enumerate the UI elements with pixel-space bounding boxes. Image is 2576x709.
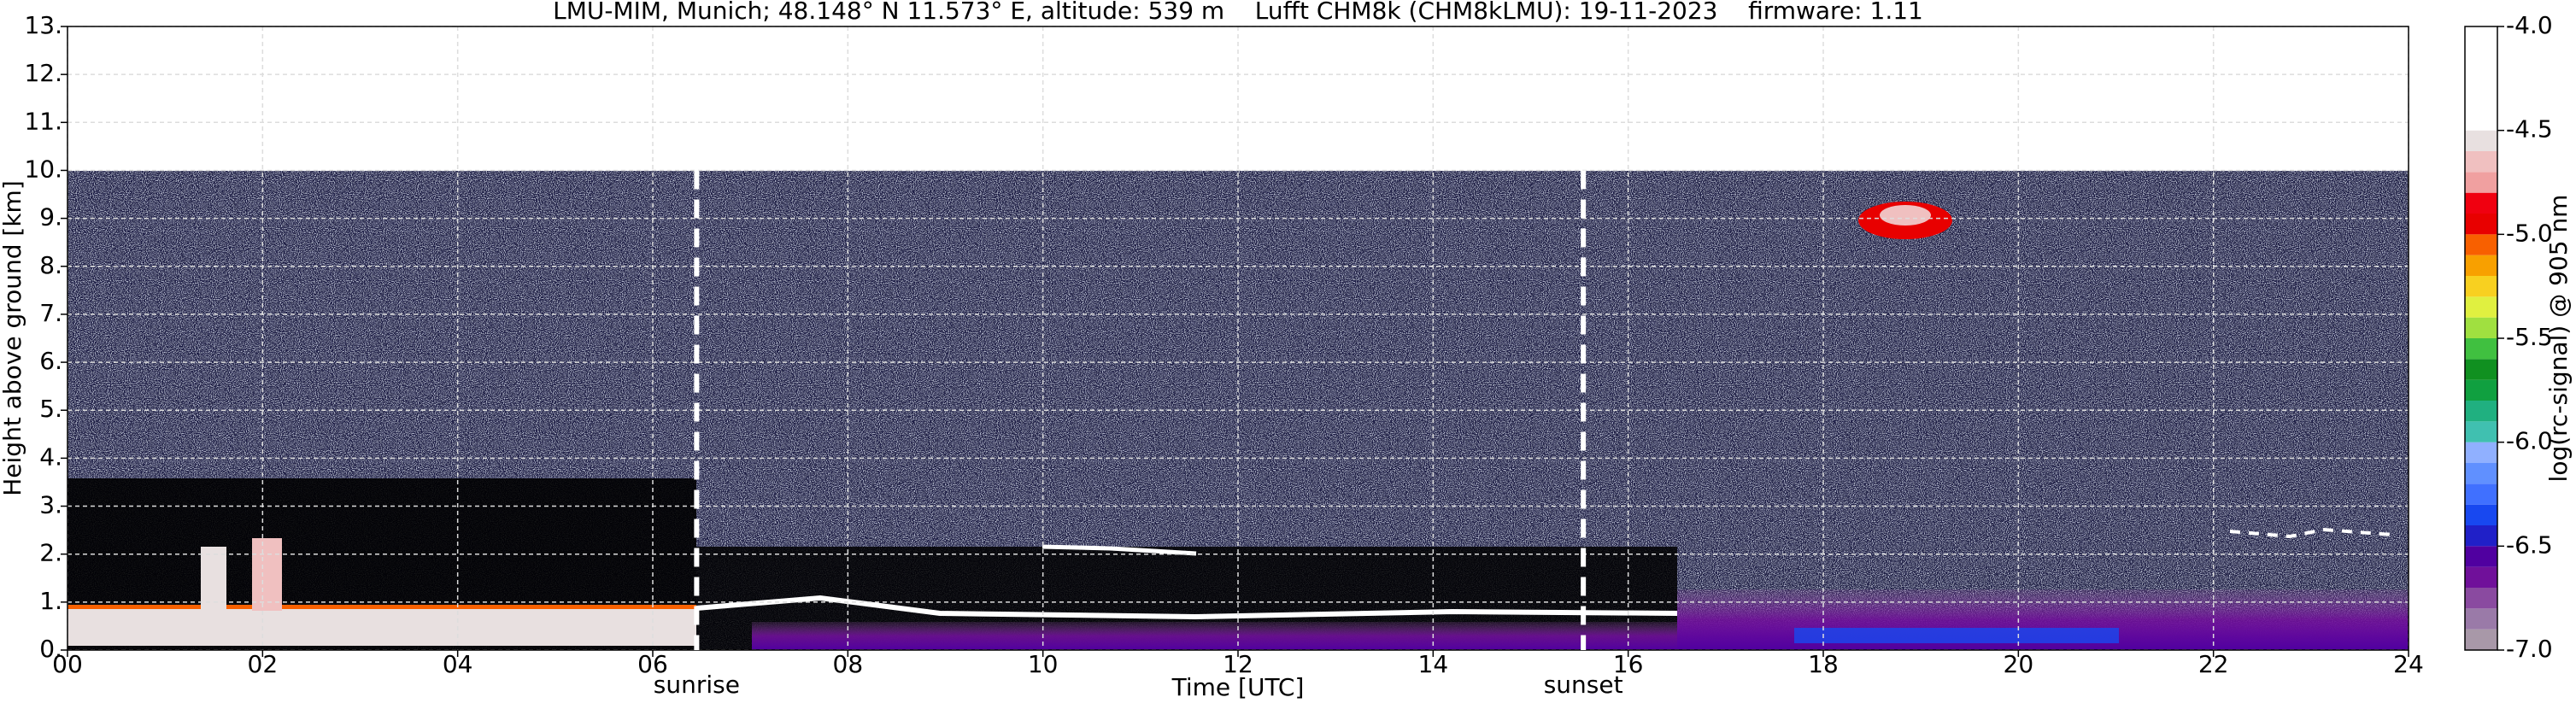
y-tick-label: 8. xyxy=(39,251,62,279)
x-tick-label: 04 xyxy=(443,650,473,678)
colorbar-level xyxy=(2465,546,2497,567)
colorbar-level xyxy=(2465,192,2497,214)
colorbar-level xyxy=(2465,379,2497,401)
colorbar-level xyxy=(2465,317,2497,338)
colorbar-level xyxy=(2465,255,2497,276)
colorbar-level xyxy=(2465,608,2497,630)
x-tick-label: 14 xyxy=(1418,650,1449,678)
colorbar-level xyxy=(2465,588,2497,609)
y-tick-label: 6. xyxy=(39,347,62,375)
x-tick-label: 24 xyxy=(2393,650,2424,678)
x-tick-label: 18 xyxy=(1808,650,1839,678)
x-tick-label: 02 xyxy=(248,650,279,678)
cloud-layer xyxy=(1042,544,1197,556)
colorbar-level xyxy=(2465,276,2497,297)
y-tick-label: 9. xyxy=(39,203,62,231)
cloud-patch xyxy=(201,547,226,611)
colorbar-level xyxy=(2465,525,2497,547)
colorbar-tick-label: -4.0 xyxy=(2506,11,2553,39)
colorbar-tick-label: -4.5 xyxy=(2506,115,2553,144)
y-tick-label: 7. xyxy=(39,299,62,327)
x-tick-label: 16 xyxy=(1613,650,1644,678)
colorbar-tick-label: -5.5 xyxy=(2506,323,2553,351)
colorbar-level xyxy=(2465,151,2497,173)
colorbar-level xyxy=(2465,338,2497,360)
colorbar-tick-label: -6.0 xyxy=(2506,427,2553,455)
y-tick-label: 5. xyxy=(39,395,62,423)
x-tick-label: 00 xyxy=(52,650,83,678)
y-tick-label: 1. xyxy=(39,587,62,615)
colorbar-level xyxy=(2465,130,2497,151)
layer-top xyxy=(695,595,1678,620)
cirrus xyxy=(1880,205,1931,226)
annotation-label: sunset xyxy=(1544,671,1623,699)
chart-title: LMU-MIM, Munich; 48.148° N 11.573° E, al… xyxy=(553,0,1923,25)
colorbar-level xyxy=(2465,566,2497,588)
y-tick-label: 12. xyxy=(24,59,62,87)
y-tick-label: 0. xyxy=(39,635,62,663)
y-axis-label: Height above ground [km] xyxy=(0,180,26,496)
y-tick-label: 13. xyxy=(24,11,62,39)
colorbar-label: log(rc-signal) @ 905 nm xyxy=(2544,195,2573,483)
colorbar-level xyxy=(2465,629,2497,650)
fog-layer xyxy=(67,608,696,646)
x-tick-label: 20 xyxy=(2004,650,2034,678)
y-tick-label: 4. xyxy=(39,442,62,471)
x-tick-label: 10 xyxy=(1028,650,1059,678)
colorbar-tick-label: -6.5 xyxy=(2506,530,2553,559)
y-tick-label: 11. xyxy=(24,107,62,135)
colorbar-tick-label: -7.0 xyxy=(2506,635,2553,663)
annotation-label: sunrise xyxy=(654,671,740,699)
colorbar-level xyxy=(2465,504,2497,525)
aerosol-core xyxy=(1794,628,2119,643)
y-tick-label: 2. xyxy=(39,539,62,567)
cloud-layer xyxy=(2229,527,2393,539)
x-tick-label: 08 xyxy=(833,650,864,678)
colorbar-level xyxy=(2465,26,2497,131)
colorbar-level xyxy=(2465,463,2497,484)
x-axis-label: Time [UTC] xyxy=(1171,673,1305,701)
y-tick-label: 3. xyxy=(39,491,62,519)
colorbar-level xyxy=(2465,214,2497,235)
x-tick-label: 22 xyxy=(2198,650,2229,678)
fog-edge xyxy=(67,605,696,609)
colorbar-level xyxy=(2465,401,2497,422)
y-tick-label: 10. xyxy=(24,155,62,183)
colorbar-level xyxy=(2465,172,2497,193)
colorbar-level xyxy=(2465,359,2497,380)
colorbar-level xyxy=(2465,234,2497,255)
colorbar-level xyxy=(2465,296,2497,318)
colorbar-level xyxy=(2465,483,2497,505)
x-tick-label: 06 xyxy=(637,650,668,678)
x-tick-label: 12 xyxy=(1223,650,1253,678)
colorbar-tick-label: -5.0 xyxy=(2506,219,2553,247)
colorbar-level xyxy=(2465,442,2497,463)
colorbar-level xyxy=(2465,421,2497,442)
cloud-patch xyxy=(252,538,282,611)
